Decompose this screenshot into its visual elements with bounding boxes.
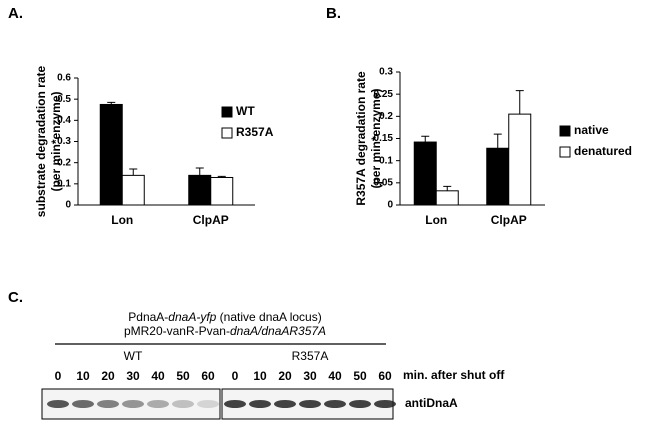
y-tick-label: 0.05	[374, 177, 394, 188]
header-segment: PdnaA-	[128, 310, 168, 324]
bar	[413, 141, 437, 206]
bar	[210, 176, 234, 206]
time-point: 50	[176, 369, 190, 383]
legend-swatch	[221, 106, 233, 118]
time-point: 20	[278, 369, 292, 383]
time-point: 10	[253, 369, 267, 383]
blot	[41, 388, 221, 420]
bar	[99, 103, 123, 206]
time-point: 50	[353, 369, 367, 383]
y-tick-label: 0.1	[57, 178, 71, 189]
header-segment: pMR20-vanR-Pvan-	[124, 324, 230, 338]
time-point: 60	[378, 369, 392, 383]
y-axis-label: R357A degradation rate	[354, 71, 368, 206]
y-tick-label: 0.3	[379, 67, 393, 78]
group-label: R357A	[292, 349, 329, 363]
time-point: 40	[151, 369, 165, 383]
x-tick-label: ClpAP	[193, 213, 229, 227]
legend-label: R357A	[236, 125, 274, 139]
band	[274, 400, 296, 408]
y-tick-label: 0.1	[379, 155, 393, 166]
y-tick-label: 0.2	[379, 111, 393, 122]
x-tick-label: Lon	[425, 213, 447, 227]
panel-label: A.	[8, 5, 23, 22]
band	[224, 400, 246, 408]
header-segment: (native dnaA locus)	[216, 310, 321, 324]
group-label: WT	[124, 349, 143, 363]
bar	[121, 174, 145, 206]
band	[122, 400, 144, 408]
time-point: 0	[232, 369, 239, 383]
legend-swatch	[221, 127, 233, 139]
error-bar	[515, 90, 524, 115]
x-tick-label: ClpAP	[491, 213, 527, 227]
bar	[188, 174, 212, 206]
y-tick-label: 0	[387, 200, 393, 211]
legend-label: native	[574, 123, 609, 137]
band	[72, 400, 94, 408]
y-tick-label: 0.3	[57, 136, 71, 147]
band	[249, 400, 271, 408]
band	[374, 400, 396, 408]
time-point: 30	[126, 369, 140, 383]
time-point: 30	[303, 369, 317, 383]
error-bar	[443, 185, 452, 191]
header-segment: dnaA/dnaAR357A	[230, 324, 326, 338]
band	[172, 400, 194, 408]
header-line: PdnaA-dnaA-yfp (native dnaA locus)	[128, 310, 321, 324]
header-segment: dnaA-yfp	[168, 310, 216, 324]
y-tick-label: 0.6	[57, 73, 71, 84]
y-tick-label: 0.25	[374, 89, 394, 100]
error-bar	[107, 101, 116, 105]
time-point: 40	[328, 369, 342, 383]
time-point: 0	[55, 369, 62, 383]
y-tick-label: 0.15	[374, 133, 394, 144]
band	[324, 400, 346, 408]
panel-label: C.	[8, 289, 23, 306]
legend-swatch	[559, 125, 571, 137]
time-point: 60	[201, 369, 215, 383]
legend-swatch	[559, 146, 571, 158]
error-bar	[421, 135, 430, 143]
band	[349, 400, 371, 408]
time-point: 10	[76, 369, 90, 383]
y-axis-label: (per min*enzyme)	[49, 91, 63, 191]
error-bar	[217, 175, 226, 178]
band	[197, 400, 219, 408]
band	[97, 400, 119, 408]
legend-label: WT	[236, 104, 255, 118]
time-label: min. after shut off	[403, 368, 505, 382]
y-axis-label: (per min*enzyme)	[369, 88, 383, 188]
y-tick-label: 0.2	[57, 157, 71, 168]
antibody-label: antiDnaA	[405, 396, 458, 410]
y-tick-label: 0.5	[57, 94, 71, 105]
legend-label: denatured	[574, 144, 632, 158]
time-point: 20	[101, 369, 115, 383]
error-bar	[195, 167, 204, 176]
header-line: pMR20-vanR-Pvan-dnaA/dnaAR357A	[124, 324, 326, 338]
panel-label: B.	[326, 5, 341, 22]
band	[47, 400, 69, 408]
y-tick-label: 0	[65, 200, 71, 211]
bar	[508, 113, 532, 206]
band	[147, 400, 169, 408]
error-bar	[129, 168, 138, 176]
bar	[486, 147, 510, 206]
y-tick-label: 0.4	[57, 115, 71, 126]
band	[299, 400, 321, 408]
y-axis-label: substrate degradation rate	[34, 65, 48, 217]
x-tick-label: Lon	[111, 213, 133, 227]
error-bar	[493, 133, 502, 149]
bar	[435, 190, 459, 206]
